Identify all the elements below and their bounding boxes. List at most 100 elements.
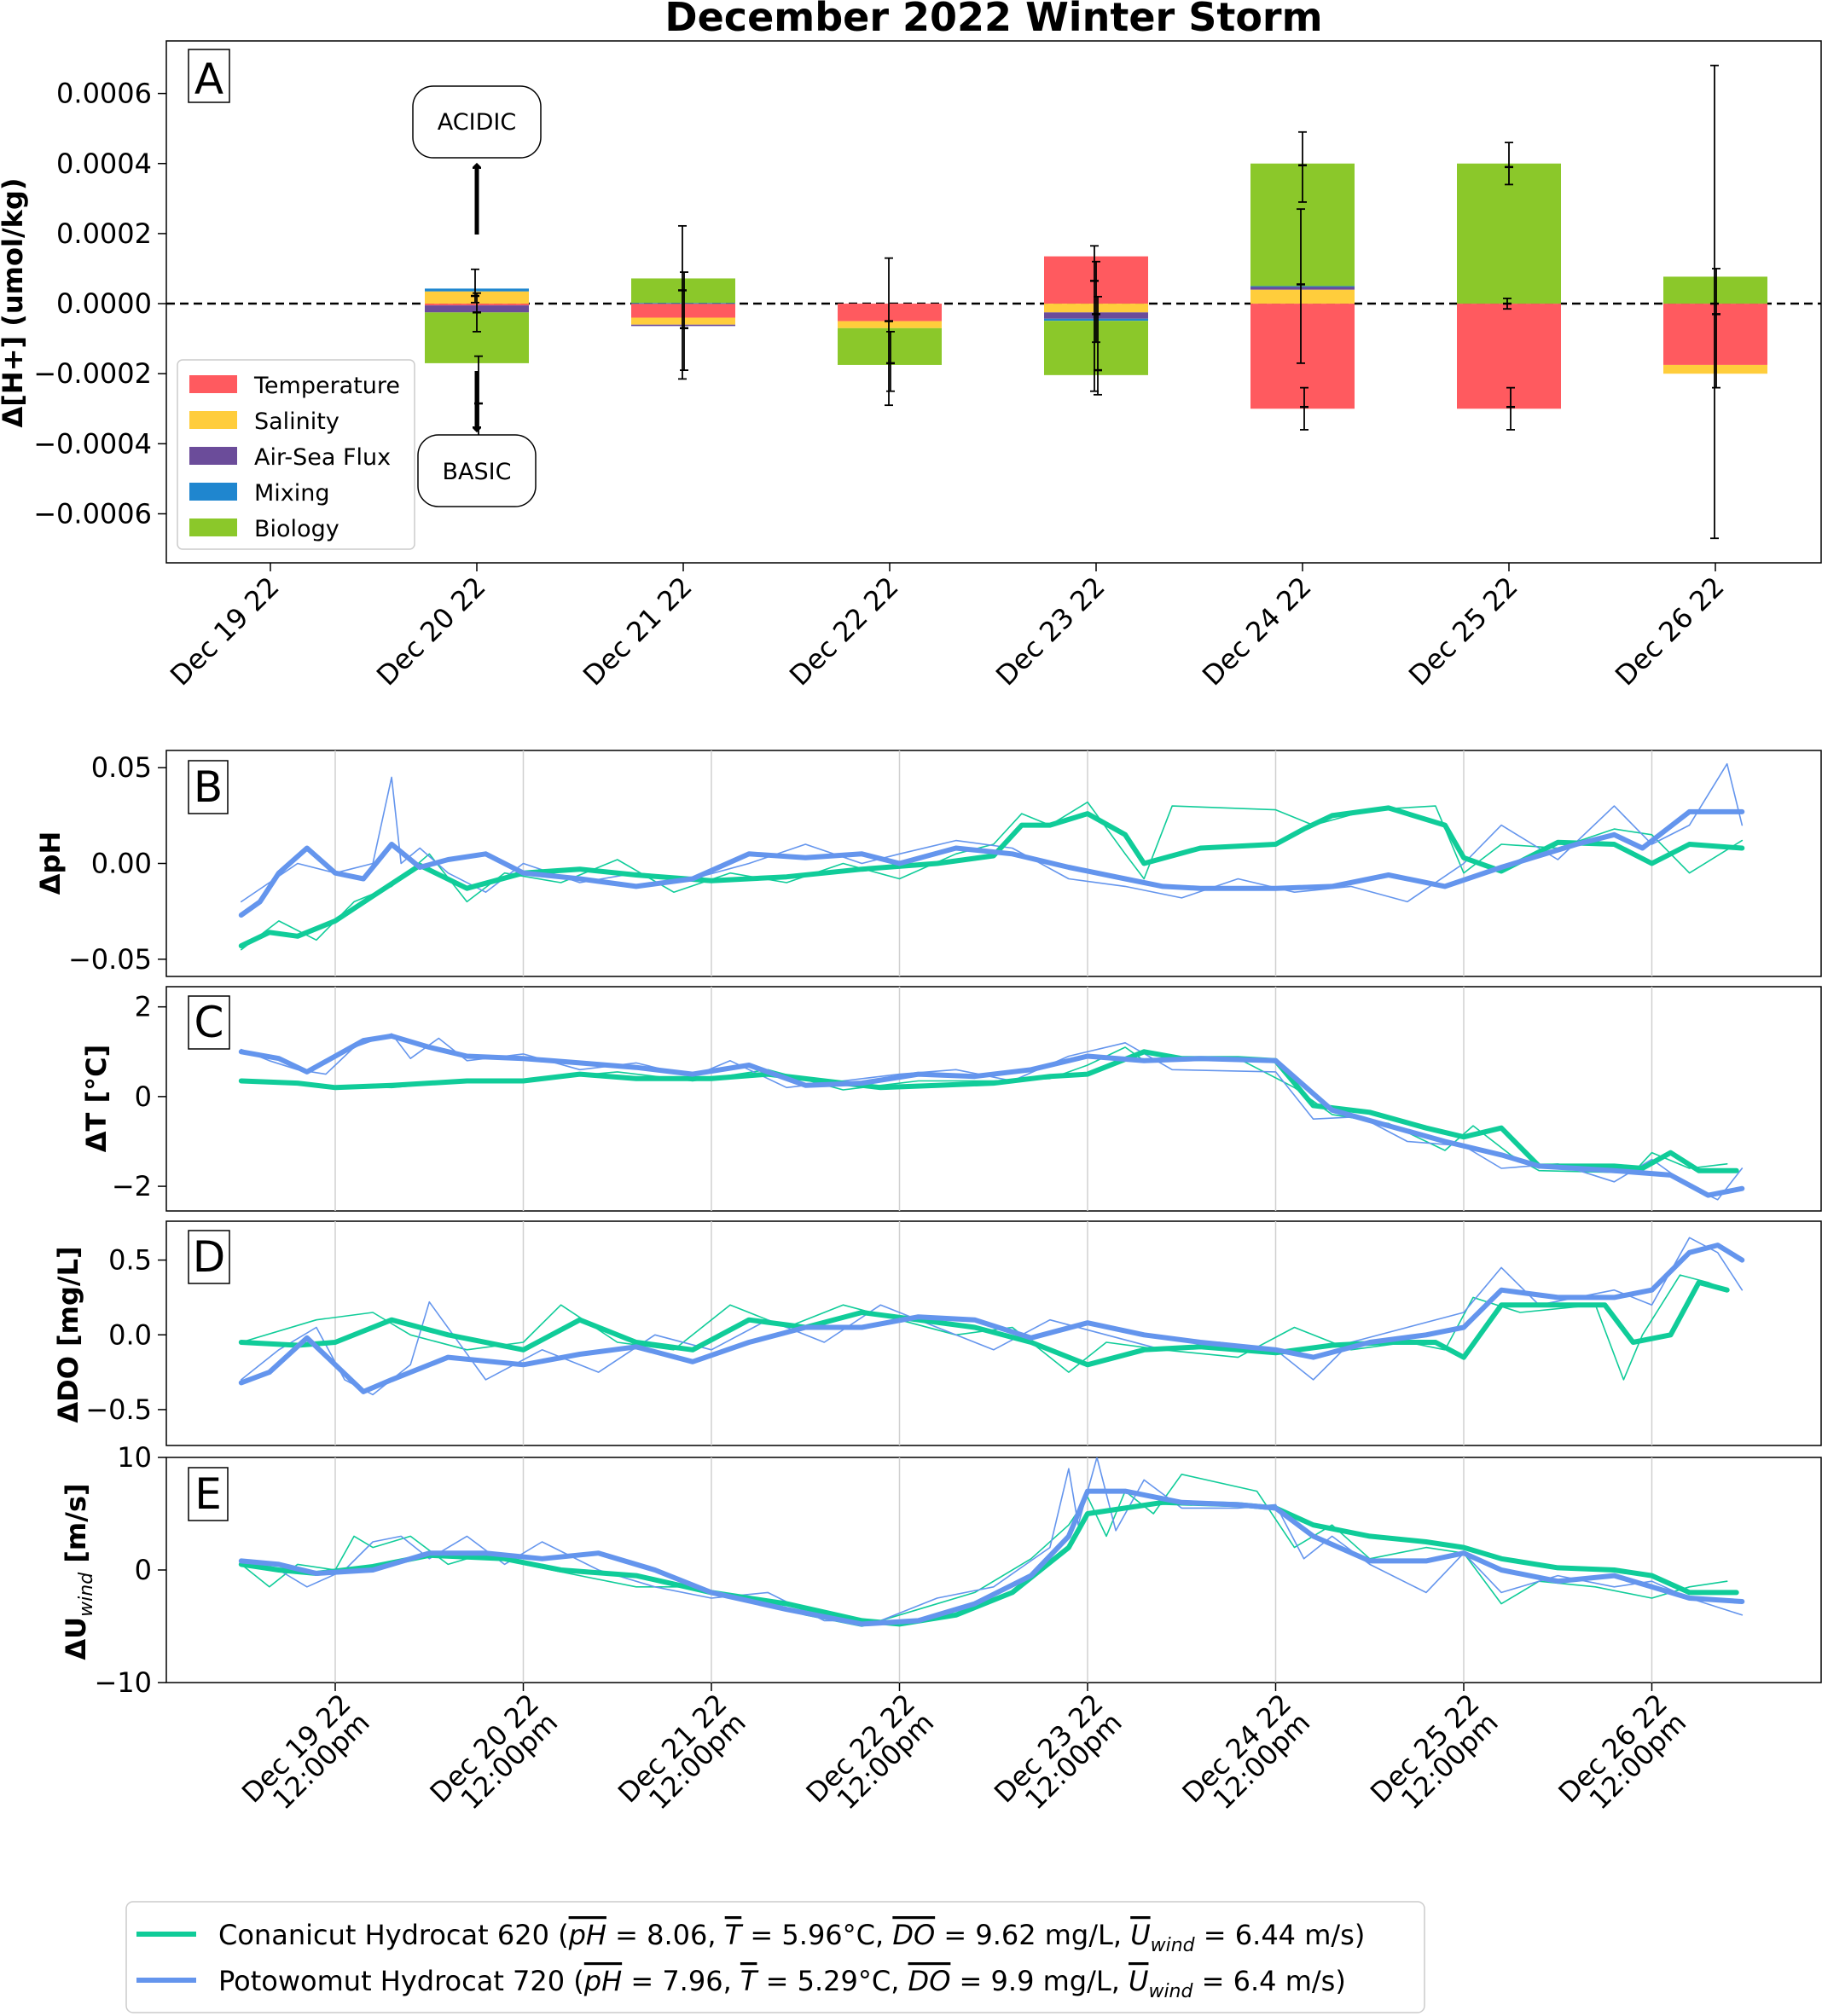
bar-air-sea-flux-5 xyxy=(1250,287,1355,290)
conanicut-thick-line-c xyxy=(238,1049,1739,1173)
panel-a-ytick-label: −0.0002 xyxy=(33,357,152,390)
panel-a-xtick-label: Dec 20 22 xyxy=(370,571,492,692)
legend-text-potowomut: Potowomut Hydrocat 720 (pH = 7.96, T = 5… xyxy=(218,1965,1346,2002)
potowomut-thin-line-c xyxy=(240,1033,1744,1201)
panel-a-xtick-label: Dec 19 22 xyxy=(164,571,286,692)
potowomut-thin-line-b xyxy=(240,762,1744,903)
time-series-panels xyxy=(165,750,1822,1683)
panel-c-label-box xyxy=(188,995,230,1050)
legend-label-mixing: Mixing xyxy=(254,480,330,507)
panel-a-label-box xyxy=(188,49,230,103)
legend-conanicut-u-sym: U xyxy=(1130,1919,1150,1951)
potowomut-thick-line-b xyxy=(238,808,1745,918)
legend-conanicut-do-sym: DO xyxy=(892,1919,935,1951)
panel-a-ytick-label: 0.0000 xyxy=(56,287,152,320)
panel-e-ylabel-unit: [m/s] xyxy=(60,1483,92,1572)
bar-temperature-5 xyxy=(1250,304,1355,409)
bar-salinity-2 xyxy=(631,317,735,325)
bar-temperature-2 xyxy=(631,304,735,318)
panel-e-content: −10 0 10 xyxy=(94,1441,1745,1699)
panel-c-lines xyxy=(238,1033,1745,1201)
legend-label-temperature: Temperature xyxy=(253,373,400,399)
legend-swatch-salinity xyxy=(189,411,237,429)
legend-potowomut-do-sym: DO xyxy=(908,1965,951,1997)
panel-a-frame xyxy=(165,40,1822,564)
panel-a-ytick-label: −0.0006 xyxy=(33,497,152,530)
legend-conanicut-do-val: = 9.62 mg/L, xyxy=(935,1919,1130,1951)
potowomut-thin-line-d xyxy=(240,1237,1744,1396)
bar-temperature-7 xyxy=(1663,304,1767,365)
panel-b-ytick-label: 0.05 xyxy=(91,751,152,784)
conanicut-thick-line-b xyxy=(238,805,1745,949)
panel-d-label-box xyxy=(188,1230,230,1284)
conanicut-thick-line-e xyxy=(238,1499,1739,1627)
legend-label-biology: Biology xyxy=(254,516,339,542)
potowomut-thick-line-e xyxy=(238,1488,1745,1627)
potowomut-thick-line-c xyxy=(238,1033,1745,1198)
panel-a-ylabel: Δ[H+] (umol/kg) xyxy=(0,178,29,428)
panel-a-label: A xyxy=(194,55,223,104)
bar-salinity-3 xyxy=(838,321,942,328)
panel-b-content: −0.05 0.00 0.05 xyxy=(68,750,1745,976)
panel-c-frame xyxy=(165,986,1822,1212)
panel-a-legend: Temperature Salinity Air-Sea Flux Mixing… xyxy=(177,359,415,550)
panel-d-ytick-label: 0.5 xyxy=(108,1244,152,1277)
bar-mixing-2 xyxy=(631,303,735,304)
panel-b-ytick-label: 0.00 xyxy=(91,848,152,880)
panel-a-xtick-label: Dec 24 22 xyxy=(1196,571,1318,692)
panel-c-label: C xyxy=(194,998,224,1047)
legend-conanicut-u-val: = 6.44 m/s) xyxy=(1195,1919,1366,1951)
legend-conanicut-name: Conanicut Hydrocat 620 ( xyxy=(218,1919,569,1951)
legend-text-conanicut: Conanicut Hydrocat 620 (pH = 8.06, T = 5… xyxy=(218,1919,1365,1956)
figure-title: December 2022 Winter Storm xyxy=(664,0,1322,40)
panel-e-ylabel-sub: wind xyxy=(76,1572,97,1617)
panel-e-ytick-label: 0 xyxy=(135,1554,152,1586)
acidic-annotation-box xyxy=(412,85,542,159)
legend-label-salinity: Salinity xyxy=(254,408,339,435)
bar-biology-6 xyxy=(1457,163,1561,304)
legend-conanicut-t-sym: T xyxy=(725,1919,744,1951)
conanicut-thin-line-b xyxy=(240,801,1744,951)
bar-mixing-1 xyxy=(425,288,529,292)
legend-potowomut-u-sym: U xyxy=(1129,1965,1148,1997)
panel-c-ylabel: ΔT [°C] xyxy=(80,1045,113,1152)
conanicut-thick-line-d xyxy=(238,1279,1730,1368)
legend-swatch-air-sea-flux xyxy=(189,447,237,465)
series-legend-frame xyxy=(125,1901,1425,2013)
panel-e-label-box xyxy=(188,1467,229,1521)
panel-b-lines xyxy=(238,762,1745,951)
panel-a-xtick-label: Dec 22 22 xyxy=(783,571,905,692)
legend-label-air-sea-flux: Air-Sea Flux xyxy=(254,444,391,471)
panel-c-ytick-label: −2 xyxy=(112,1170,152,1202)
legend-conanicut-u-sub: wind xyxy=(1151,1935,1196,1956)
legend-potowomut-u-val: = 6.4 m/s) xyxy=(1192,1965,1345,1997)
legend-frame xyxy=(177,359,415,550)
legend-potowomut-t-val: = 5.29°C, xyxy=(757,1965,908,1997)
panel-a: −0.0006 −0.0004 −0.0002 0.0000 0.0002 0.0004 0… xyxy=(0,40,1822,692)
legend-potowomut-t-sym: T xyxy=(740,1965,759,1997)
panel-a-ytick-label: 0.0004 xyxy=(56,148,152,180)
panel-e-ylabel-main: ΔU xyxy=(60,1617,92,1660)
legend-conanicut-ph-val: = 8.06, xyxy=(606,1919,725,1951)
panel-e-ylabel: ΔUwind [m/s] xyxy=(60,1483,97,1660)
panel-e-lines xyxy=(238,1457,1745,1627)
legend-potowomut-ph-val: = 7.96, xyxy=(622,1965,740,1997)
legend-potowomut-do-val: = 9.9 mg/L, xyxy=(950,1965,1129,1997)
bar-salinity-7 xyxy=(1663,364,1767,374)
basic-annotation: BASIC xyxy=(443,459,512,485)
panel-d-ytick-label: −0.5 xyxy=(85,1393,152,1426)
basic-annotation-box xyxy=(417,434,537,507)
panel-a-xtick-label: Dec 26 22 xyxy=(1609,571,1731,692)
legend-conanicut-ph-sym: pH xyxy=(568,1919,606,1951)
panel-e-ytick-label: −10 xyxy=(94,1666,152,1699)
panel-a-ytick-label: 0.0002 xyxy=(56,217,152,250)
panel-b-ytick-label: −0.05 xyxy=(68,943,152,976)
panel-a-xtick-label: Dec 25 22 xyxy=(1402,571,1524,692)
bar-biology-7 xyxy=(1663,276,1767,304)
bar-biology-3 xyxy=(838,327,942,365)
panel-a-ytick-label: 0.0006 xyxy=(56,78,152,110)
legend-potowomut-name: Potowomut Hydrocat 720 ( xyxy=(218,1965,584,1997)
panel-e-ytick-label: 10 xyxy=(117,1441,152,1474)
legend-potowomut-ph-sym: pH xyxy=(583,1965,622,1997)
